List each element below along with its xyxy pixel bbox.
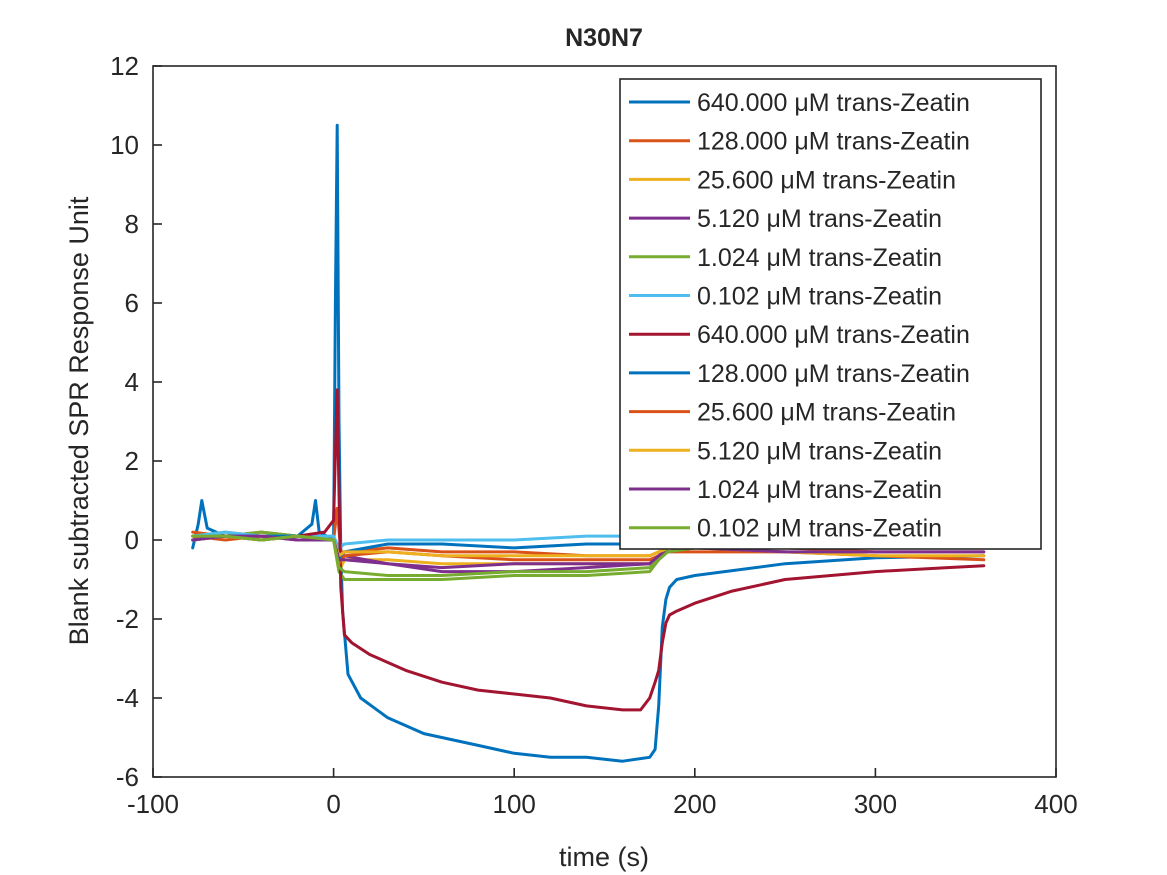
legend-label-11: 1.024 μM trans-Zeatin bbox=[697, 476, 942, 504]
chart-title: N30N7 bbox=[565, 24, 643, 52]
y-tick-label: -4 bbox=[116, 683, 139, 713]
y-tick-label: 0 bbox=[125, 525, 139, 555]
x-tick-label: -100 bbox=[127, 789, 179, 819]
y-tick-label: 2 bbox=[125, 446, 139, 476]
y-tick-label: -6 bbox=[116, 762, 139, 792]
y-tick-label: 8 bbox=[125, 209, 139, 239]
axes-border bbox=[152, 65, 1057, 778]
x-tick-label: 0 bbox=[326, 789, 340, 819]
legend-label-3: 25.600 μM trans-Zeatin bbox=[697, 166, 956, 194]
y-tick-label: 4 bbox=[125, 367, 139, 397]
y-tick-label: 10 bbox=[110, 130, 139, 160]
y-tick-label: 6 bbox=[125, 288, 139, 318]
legend-label-4: 5.120 μM trans-Zeatin bbox=[697, 205, 942, 233]
legend-label-2: 128.000 μM trans-Zeatin bbox=[697, 128, 970, 156]
legend-box bbox=[619, 78, 1042, 550]
x-tick-label: 100 bbox=[493, 789, 536, 819]
legend: 640.000 μM trans-Zeatin 128.000 μM trans-… bbox=[619, 78, 1042, 550]
legend-label-9: 25.600 μM trans-Zeatin bbox=[697, 399, 956, 427]
x-axis-label: time (s) bbox=[559, 842, 649, 872]
legend-label-8: 128.000 μM trans-Zeatin bbox=[697, 360, 970, 388]
ticks-layer: -100 0 100 200 300 400 -6 -4 -2 0 2 4 6 8 10 12 bbox=[110, 51, 1078, 819]
legend-label-1: 640.000 μM trans-Zeatin bbox=[697, 89, 970, 117]
legend-label-6: 0.102 μM trans-Zeatin bbox=[697, 283, 942, 311]
x-tick-label: 400 bbox=[1034, 789, 1077, 819]
x-tick-label: 200 bbox=[673, 789, 716, 819]
y-tick-label: -2 bbox=[116, 604, 139, 634]
legend-label-10: 5.120 μM trans-Zeatin bbox=[697, 437, 942, 465]
y-tick-label: 12 bbox=[110, 51, 139, 81]
legend-label-7: 640.000 μM trans-Zeatin bbox=[697, 321, 970, 349]
axes-box bbox=[152, 65, 1057, 778]
series-line-7 bbox=[191, 388, 986, 712]
legend-label-5: 1.024 μM trans-Zeatin bbox=[697, 244, 942, 272]
legend-label-12: 0.102 μM trans-Zeatin bbox=[697, 515, 942, 543]
x-tick-label: 300 bbox=[854, 789, 897, 819]
y-axis-label: Blank subtracted SPR Response Unit bbox=[64, 196, 94, 645]
